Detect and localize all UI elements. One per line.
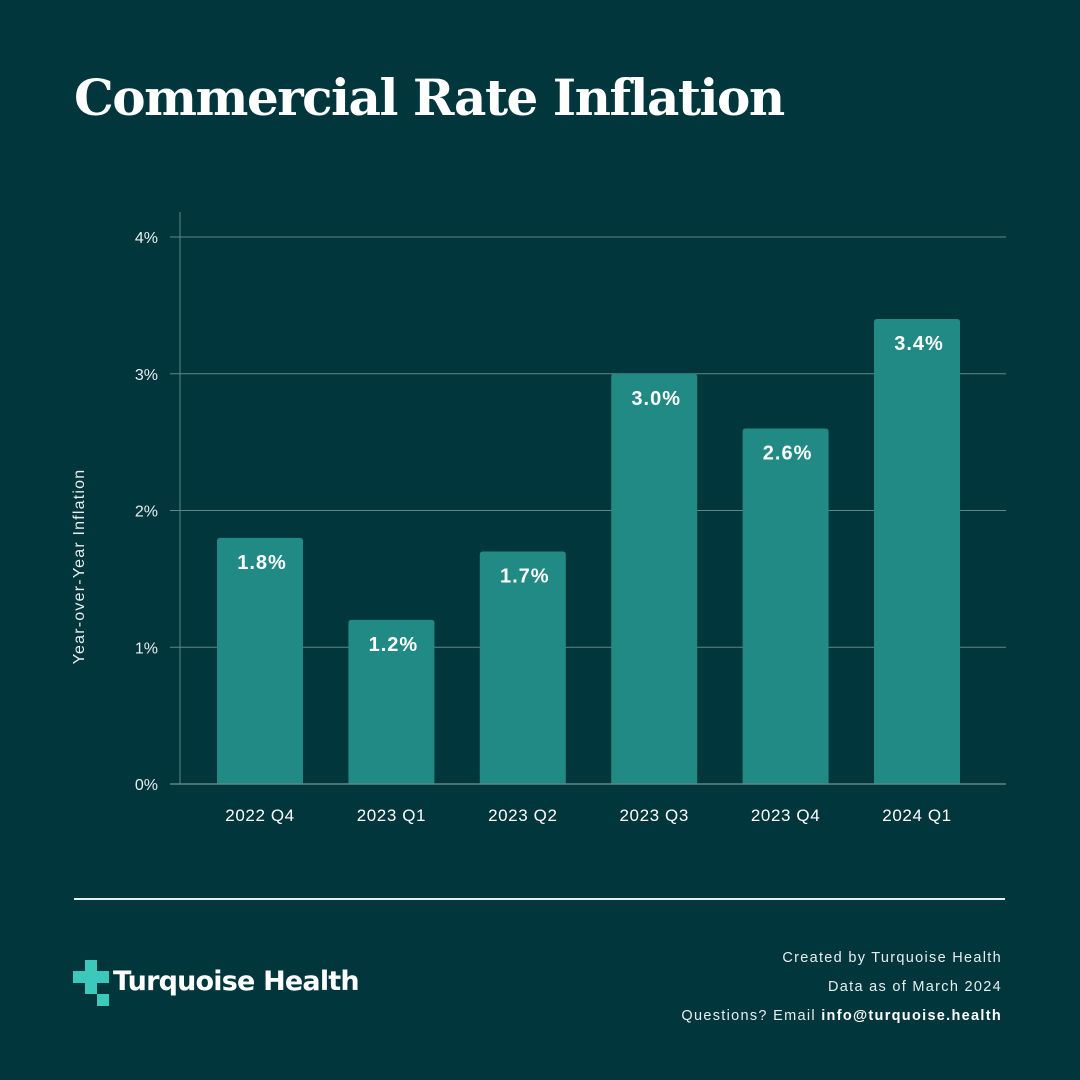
bars: [217, 319, 960, 784]
brand-logo: Turquoise Health: [73, 960, 360, 1006]
data-labels: 1.8% 1.2% 1.7% 3.0% 2.6% 3.4%: [237, 333, 944, 656]
bar: [348, 619, 435, 784]
bar: [874, 319, 960, 784]
data-label: 1.7%: [500, 566, 550, 588]
x-tick-label: 2024 Q1: [882, 806, 951, 825]
data-label: 3.4%: [894, 333, 944, 355]
y-tick-label: 3%: [135, 367, 158, 384]
data-label: 1.2%: [369, 634, 419, 656]
data-label: 2.6%: [763, 442, 813, 464]
contact-line: Questions? Email info@turquoise.health: [681, 1002, 1002, 1031]
y-tick-label: 2%: [135, 504, 158, 521]
x-tick-label: 2023 Q1: [357, 806, 426, 825]
x-tick-label: 2023 Q4: [751, 806, 820, 825]
data-label: 3.0%: [631, 388, 681, 410]
medical-cross-icon: [73, 960, 109, 1006]
bar: [742, 428, 829, 784]
y-tick-label: 0%: [135, 777, 158, 794]
y-tick-label: 4%: [135, 230, 158, 247]
y-tick-labels: 0% 1% 2% 3% 4%: [135, 230, 158, 794]
x-tick-label: 2022 Q4: [225, 806, 294, 825]
footer-divider: [74, 898, 1005, 900]
credits-block: Created by Turquoise Health Data as of M…: [681, 944, 1002, 1031]
bar-chart: 0% 1% 2% 3% 4% 1.8% 1.2% 1.7% 3.0% 2.6% 3.4% 2022…: [71, 212, 1006, 825]
questions-text: Questions? Email: [681, 1008, 816, 1024]
contact-email-link[interactable]: info@turquoise.health: [821, 1008, 1002, 1024]
chart-title: Commercial Rate Inflation: [74, 68, 785, 127]
x-tick-labels: 2022 Q4 2023 Q1 2023 Q2 2023 Q3 2023 Q4 2024 …: [225, 806, 951, 825]
data-label: 1.8%: [237, 552, 287, 574]
created-by-text: Created by Turquoise Health: [782, 950, 1002, 966]
x-tick-label: 2023 Q3: [619, 806, 688, 825]
brand-name: Turquoise Health: [113, 965, 360, 997]
bar: [479, 551, 566, 784]
y-tick-label: 1%: [135, 640, 158, 657]
bar: [611, 373, 698, 784]
bar: [217, 537, 303, 784]
y-axis-label: Year-over-Year Inflation: [71, 469, 88, 665]
x-tick-label: 2023 Q2: [488, 806, 557, 825]
data-date-text: Data as of March 2024: [828, 979, 1002, 995]
